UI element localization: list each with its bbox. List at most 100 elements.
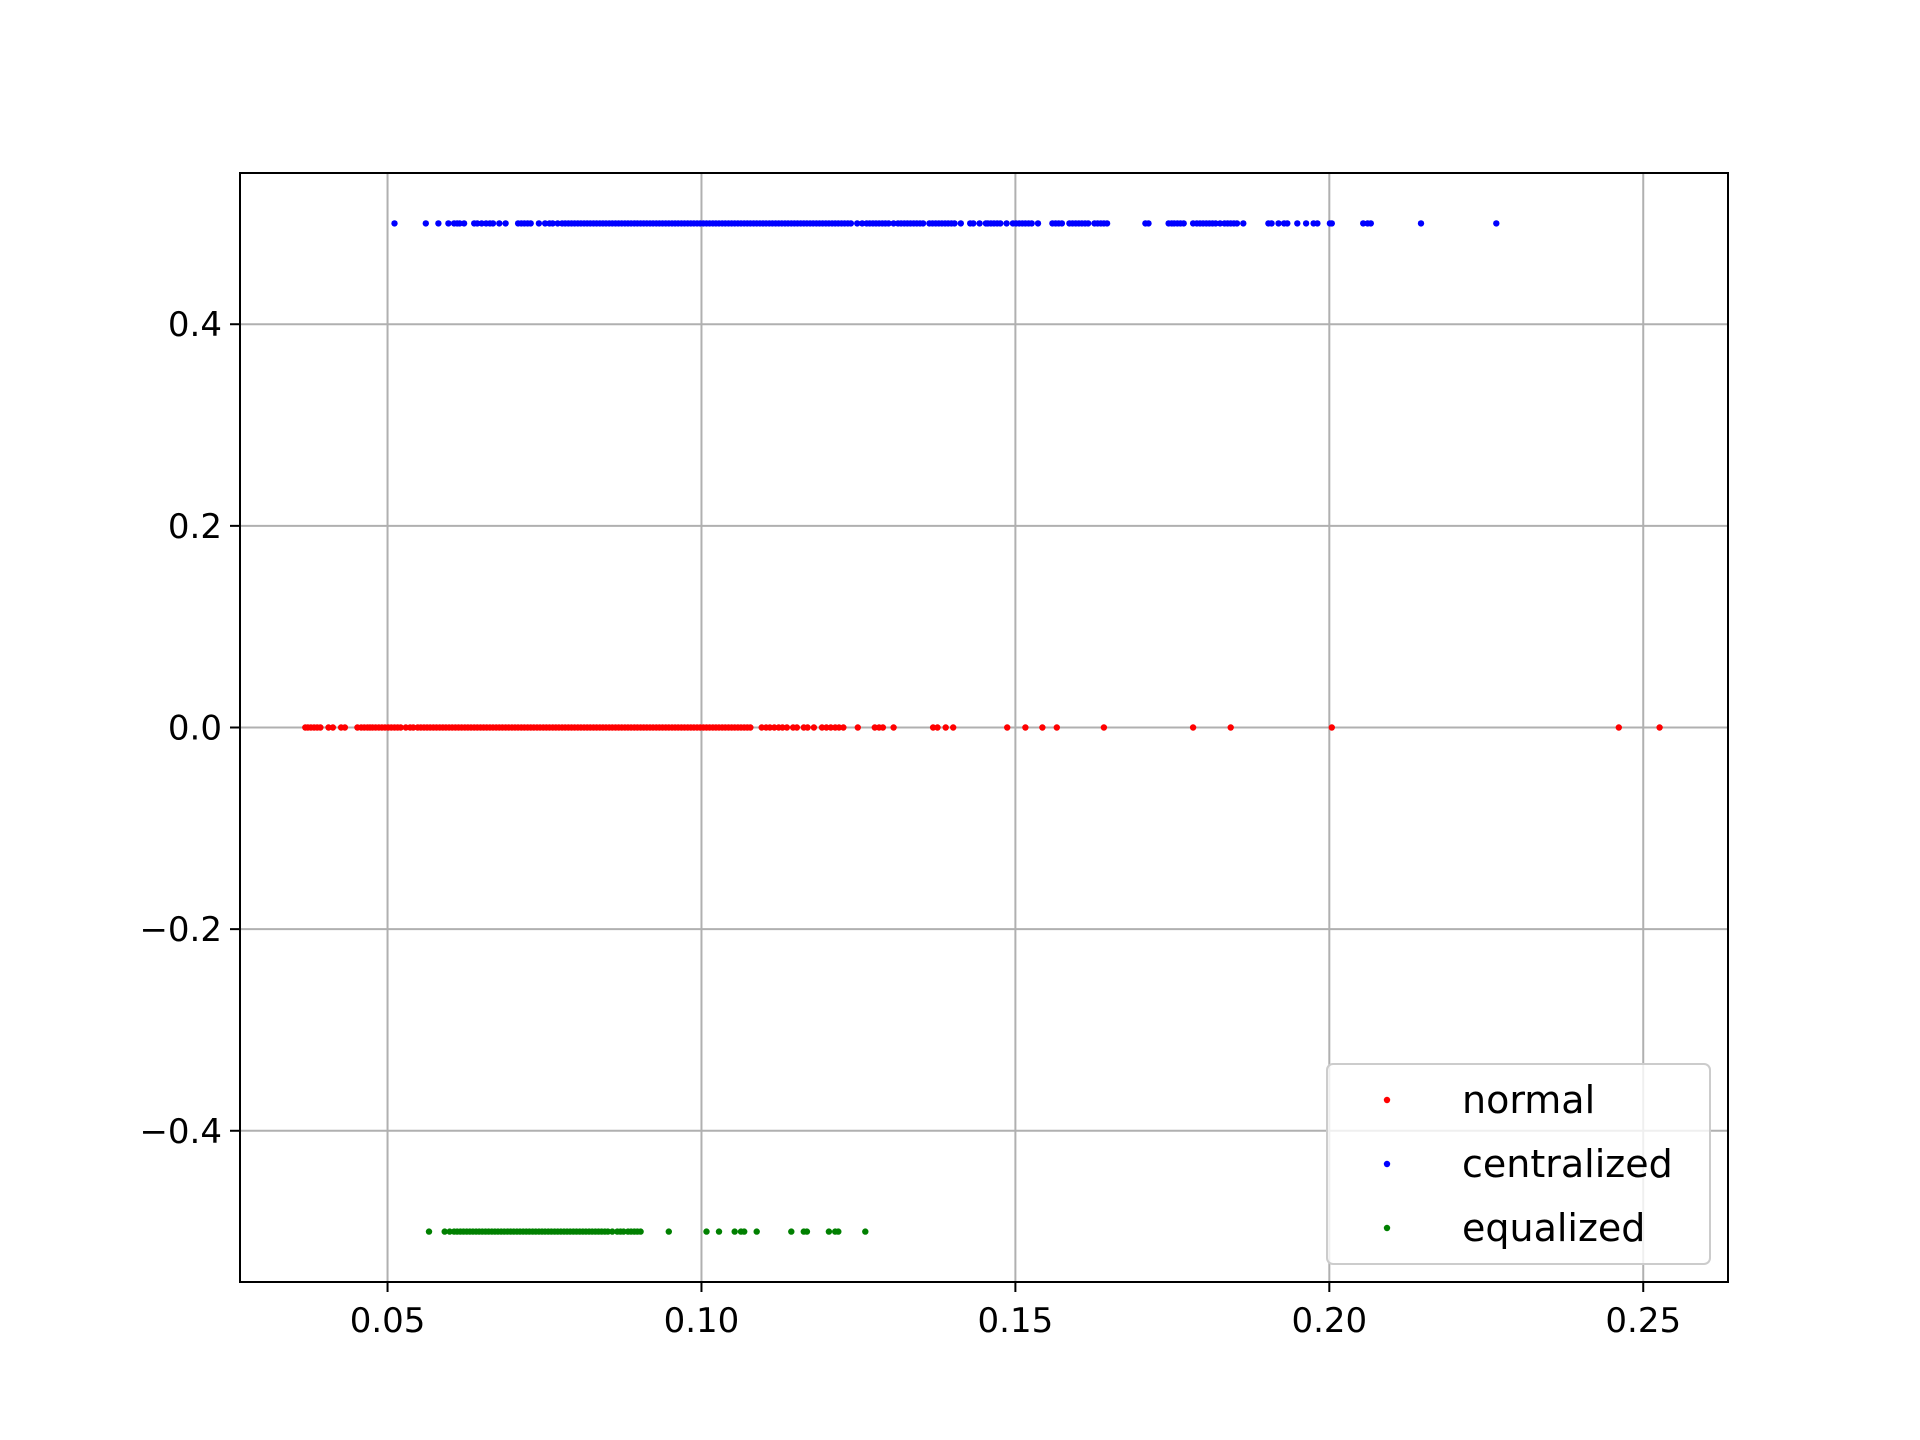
- data-point-centralized: [1493, 220, 1500, 227]
- data-point-equalized: [425, 1228, 433, 1235]
- data-point-centralized: [1328, 220, 1336, 227]
- y-tick-label: −0.2: [139, 910, 222, 950]
- axis-ticks: 0.05 0.10 0.15 0.20 0.25 0.4 0.2 0.0 −0.2 −0.4: [139, 305, 1681, 1341]
- data-point-normal: [810, 724, 818, 731]
- x-tick-label: 0.20: [1291, 1301, 1367, 1341]
- data-point-centralized: [554, 220, 561, 227]
- data-point-normal: [766, 724, 774, 731]
- data-point-centralized: [535, 220, 543, 227]
- data-point-normal: [818, 724, 826, 731]
- data-point-centralized: [976, 220, 983, 227]
- data-point-equalized: [731, 1228, 738, 1235]
- data-point-centralized: [1216, 220, 1224, 227]
- data-point-centralized: [970, 220, 977, 227]
- data-point-centralized: [1085, 220, 1092, 227]
- legend-label-equalized: equalized: [1462, 1206, 1645, 1250]
- data-point-equalized: [441, 1228, 448, 1235]
- legend: normal centralized equalized: [1326, 1063, 1711, 1265]
- data-point-centralized: [919, 220, 927, 227]
- data-point-normal: [1004, 724, 1011, 731]
- data-point-normal: [1189, 724, 1197, 731]
- data-point-centralized: [1240, 220, 1247, 227]
- data-point-centralized: [391, 220, 398, 227]
- data-point-normal: [793, 724, 801, 731]
- data-point-normal: [747, 724, 754, 731]
- data-point-centralized: [496, 220, 503, 227]
- data-point-equalized: [835, 1228, 842, 1235]
- data-point-centralized: [474, 220, 481, 227]
- data-point-centralized: [885, 220, 892, 227]
- data-point-equalized: [825, 1228, 833, 1235]
- data-point-normal: [950, 724, 957, 731]
- data-point-centralized: [502, 220, 509, 227]
- data-point-equalized: [609, 1228, 616, 1235]
- data-point-normal: [929, 724, 937, 731]
- data-point-normal: [771, 724, 778, 731]
- data-point-normal: [1039, 724, 1046, 731]
- data-point-normal: [783, 724, 791, 731]
- data-point-equalized: [741, 1228, 748, 1235]
- x-tick-label: 0.05: [350, 1301, 426, 1341]
- data-point-centralized: [456, 220, 463, 227]
- data-point-normal: [823, 724, 830, 731]
- data-point-normal: [835, 724, 843, 731]
- legend-box: [1326, 1063, 1711, 1265]
- data-point-centralized: [1284, 220, 1291, 227]
- data-point-normal: [779, 724, 786, 731]
- data-point-centralized: [1180, 220, 1187, 227]
- data-point-normal: [1053, 724, 1061, 731]
- data-point-normal: [317, 724, 324, 731]
- data-points: [302, 220, 1663, 1235]
- data-point-centralized: [997, 220, 1004, 227]
- y-tick-label: 0.2: [168, 507, 222, 547]
- data-point-normal: [1328, 724, 1336, 731]
- data-point-equalized: [703, 1228, 710, 1235]
- data-point-centralized: [1034, 220, 1042, 227]
- data-point-centralized: [890, 220, 897, 227]
- data-point-equalized: [862, 1228, 869, 1235]
- data-point-centralized: [854, 220, 861, 227]
- data-point-centralized: [1028, 220, 1035, 227]
- data-point-equalized: [620, 1228, 627, 1235]
- legend-marker-normal: [1383, 1096, 1391, 1104]
- data-point-equalized: [665, 1228, 672, 1235]
- data-point-equalized: [753, 1228, 760, 1235]
- data-point-centralized: [1058, 220, 1066, 227]
- data-point-normal: [840, 724, 847, 731]
- y-tick-label: −0.4: [139, 1112, 222, 1152]
- data-point-normal: [758, 724, 765, 731]
- data-point-centralized: [1145, 220, 1152, 227]
- data-point-centralized: [1360, 220, 1367, 227]
- data-point-normal: [1100, 724, 1108, 731]
- legend-label-normal: normal: [1462, 1078, 1595, 1122]
- data-point-normal: [410, 724, 417, 731]
- data-point-normal: [325, 724, 332, 731]
- data-point-normal: [1615, 724, 1623, 731]
- data-point-normal: [329, 724, 337, 731]
- x-tick-label: 0.10: [664, 1301, 740, 1341]
- data-point-normal: [854, 724, 861, 731]
- data-point-centralized: [1294, 220, 1301, 227]
- data-point-normal: [934, 724, 941, 731]
- data-point-centralized: [1314, 220, 1321, 227]
- data-point-centralized: [957, 220, 964, 227]
- data-point-centralized: [549, 220, 556, 227]
- data-point-centralized: [1233, 220, 1241, 227]
- data-point-normal: [1227, 724, 1234, 731]
- legend-marker-equalized: [1383, 1224, 1391, 1232]
- data-point-normal: [397, 724, 404, 731]
- data-point-centralized: [435, 220, 442, 227]
- data-point-equalized: [788, 1228, 795, 1235]
- data-point-equalized: [637, 1228, 644, 1235]
- data-point-normal: [1656, 724, 1663, 731]
- data-point-centralized: [1302, 220, 1310, 227]
- data-point-centralized: [478, 220, 485, 227]
- data-point-normal: [879, 724, 887, 731]
- data-point-centralized: [1103, 220, 1111, 227]
- y-tick-label: 0.4: [168, 305, 222, 345]
- data-point-equalized: [446, 1228, 453, 1235]
- data-point-centralized: [1003, 220, 1010, 227]
- data-point-centralized: [445, 220, 452, 227]
